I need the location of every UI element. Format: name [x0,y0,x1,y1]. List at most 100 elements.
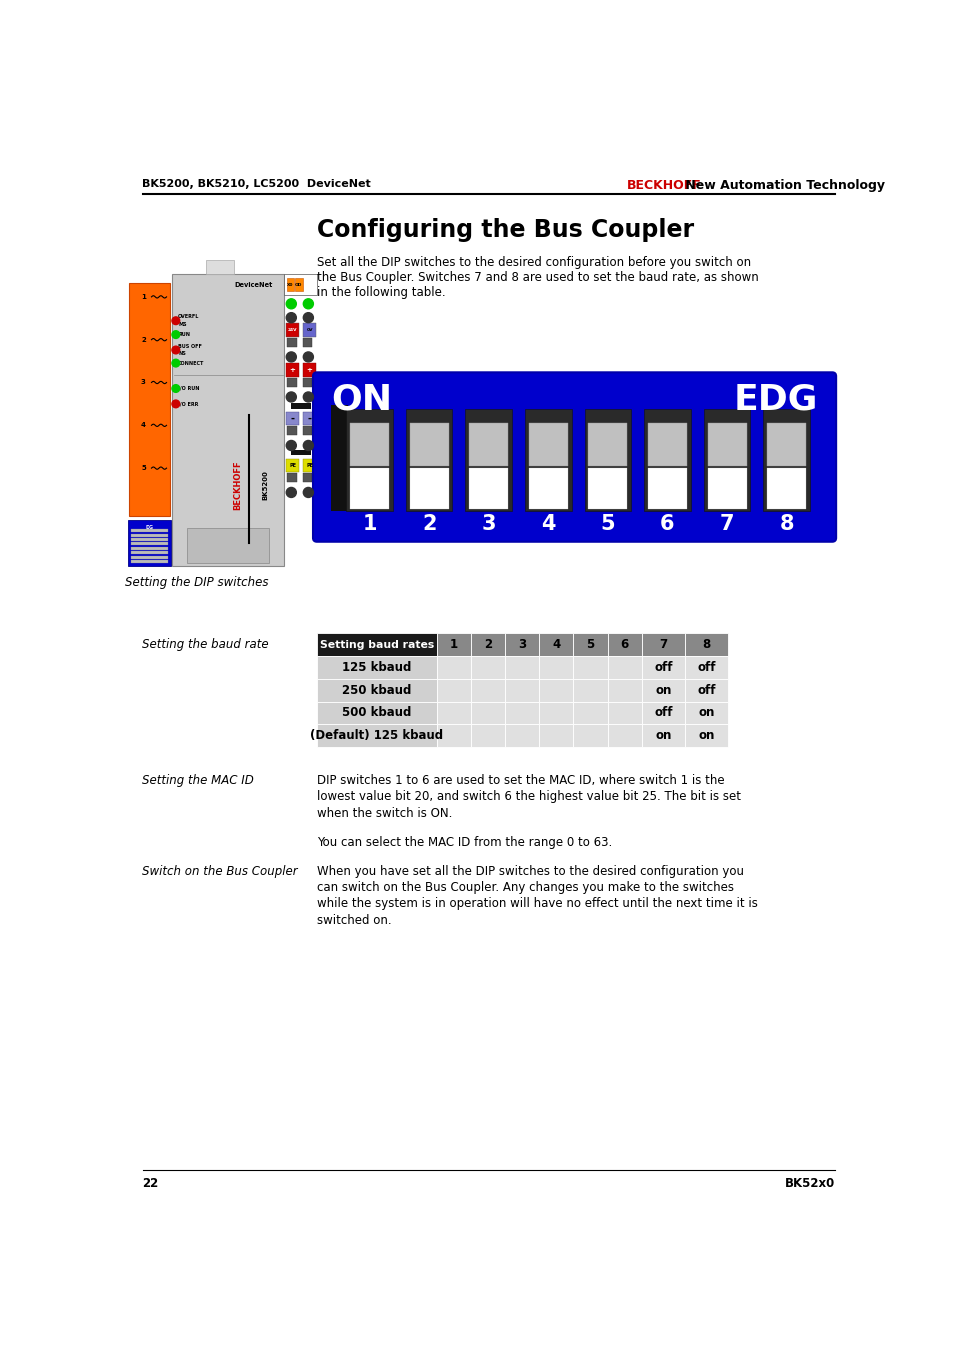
Bar [436,724,471,747]
Bar [766,467,805,509]
Bar [287,338,296,347]
Text: 5: 5 [586,638,594,651]
Text: 4: 4 [141,423,146,428]
Text: 7: 7 [719,513,734,534]
Bar [684,678,728,701]
Bar [647,467,686,509]
Text: OD: OD [294,282,302,286]
Bar [291,403,311,409]
Text: Set all the DIP switches to the desired configuration before you switch on: Set all the DIP switches to the desired … [316,257,750,269]
Text: 4: 4 [552,638,560,651]
Bar [131,534,168,536]
Bar [471,657,505,678]
Text: When you have set all the DIP switches to the desired configuration you: When you have set all the DIP switches t… [316,865,743,878]
Bar [303,363,316,377]
Text: 6: 6 [619,638,628,651]
Bar [538,678,573,701]
Bar [316,724,436,747]
Text: PE: PE [306,463,313,467]
Text: NS: NS [178,351,186,357]
Bar [762,408,809,511]
Bar [641,634,684,657]
Text: the Bus Coupler. Switches 7 and 8 are used to set the baud rate, as shown: the Bus Coupler. Switches 7 and 8 are us… [316,272,758,284]
Bar [465,408,512,511]
Bar [409,467,448,509]
Bar [286,458,299,473]
Text: while the system is in operation will have no effect until the next time it is: while the system is in operation will ha… [316,897,757,911]
Bar [286,363,299,377]
Circle shape [303,392,313,403]
Bar [641,678,684,701]
Bar [409,423,448,466]
Text: 0V: 0V [306,328,313,332]
Bar [641,724,684,747]
Bar [303,378,312,386]
Bar [607,657,641,678]
Text: on: on [698,730,714,742]
Bar [703,408,749,511]
Bar [505,634,538,657]
Text: 22: 22 [142,1177,158,1190]
Bar [303,338,312,347]
Bar [436,701,471,724]
Circle shape [172,359,179,367]
Bar [524,408,571,511]
Circle shape [303,299,313,309]
Circle shape [172,346,179,354]
Bar [303,458,316,473]
Circle shape [286,488,296,497]
Text: 2: 2 [141,336,146,343]
Bar [350,467,389,509]
Circle shape [172,385,179,392]
Bar [187,528,269,562]
Text: I/O RUN: I/O RUN [178,386,199,390]
Text: Switch on the Bus Coupler: Switch on the Bus Coupler [142,865,297,878]
Text: BUS OFF: BUS OFF [178,343,202,349]
Circle shape [303,440,313,450]
Text: New Automation Technology: New Automation Technology [680,180,884,192]
Bar [684,724,728,747]
Bar [331,405,348,511]
Text: 5: 5 [600,513,615,534]
Bar [131,530,168,532]
Bar [684,634,728,657]
Text: DIP switches 1 to 6 are used to set the MAC ID, where switch 1 is the: DIP switches 1 to 6 are used to set the … [316,774,723,788]
FancyBboxPatch shape [313,373,835,542]
Bar [294,278,302,290]
Bar [505,678,538,701]
Bar [291,450,311,455]
Bar [607,724,641,747]
Circle shape [286,440,296,450]
Bar [286,278,294,290]
Text: off: off [654,707,672,719]
Circle shape [286,351,296,362]
Text: 3: 3 [481,513,496,534]
Bar [588,467,627,509]
Text: when the switch is ON.: when the switch is ON. [316,807,452,820]
Text: PE: PE [289,463,295,467]
Text: CONNECT: CONNECT [178,361,204,366]
Bar [573,701,607,724]
Text: DG: DG [145,524,153,530]
Bar [538,634,573,657]
Text: on: on [698,707,714,719]
Bar [505,701,538,724]
Text: 8: 8 [779,513,793,534]
Bar [286,323,299,336]
Bar [128,520,171,566]
Text: 1: 1 [141,295,146,300]
Circle shape [286,392,296,403]
Text: lowest value bit 20, and switch 6 the highest value bit 25. The bit is set: lowest value bit 20, and switch 6 the hi… [316,790,740,804]
Text: X0: X0 [287,282,294,286]
Text: BK52x0: BK52x0 [784,1177,835,1190]
Bar [287,426,296,435]
Text: 8: 8 [701,638,710,651]
Bar [346,408,393,511]
Bar [130,282,170,516]
Circle shape [172,331,179,339]
Bar [471,724,505,747]
Bar [641,701,684,724]
Bar [287,378,296,386]
Bar [538,701,573,724]
Bar [287,473,296,482]
